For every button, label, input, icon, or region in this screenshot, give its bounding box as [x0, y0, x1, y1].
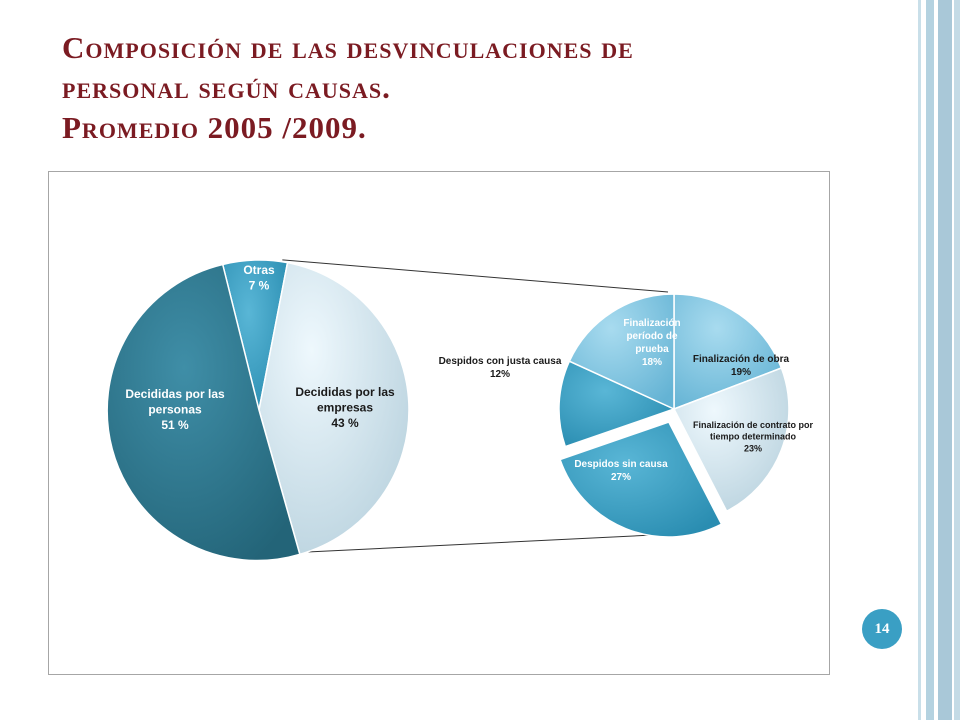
pie-of-pie-chart: Otras 7 % Decididas por las empresas 43 % Dec…: [106, 259, 814, 562]
pie-slice-despidos-sin-causa: [559, 421, 723, 538]
title-line-3: Promedio 2005 /2009.: [62, 110, 367, 145]
pie-slice-finalizacion-de-contrato-por-tiempo-determinado: [672, 367, 790, 513]
label-finalizacion-obra: Finalización de obra 19%: [693, 354, 790, 378]
title-line-1: Composición de las desvinculaciones de: [62, 30, 634, 65]
decorative-stripe: [918, 0, 921, 720]
pie-slice-despidos-con-justa-causa: [558, 360, 677, 448]
chart-area: Otras 7 % Decididas por las empresas 43 % Dec…: [48, 171, 830, 675]
title-line-2: personal según causas.: [62, 70, 391, 105]
page-number-badge: 14: [862, 609, 902, 649]
label-decididas-empresas: Decididas por las empresas 43 %: [295, 385, 395, 430]
decorative-stripe: [938, 0, 952, 720]
pie-slice-decididas-por-las-personas: [106, 263, 301, 562]
connector-line-top: [282, 259, 669, 293]
label-despidos-sin-causa: Despidos sin causa 27%: [574, 459, 668, 483]
label-finalizacion-prueba: Finalización período de prueba 18%: [623, 318, 680, 368]
decorative-stripe: [926, 0, 934, 720]
slide-title: Composición de las desvinculaciones de p…: [62, 28, 882, 148]
pie-slice-finalizacion-de-obra: [673, 293, 783, 411]
label-decididas-personas: Decididas por las personas 51 %: [125, 387, 225, 432]
decorative-stripe: [954, 0, 960, 720]
pie-slice-finalizacion-periodo-de-prueba: [568, 293, 675, 411]
connector-line-bottom: [307, 532, 695, 553]
label-otras: Otras 7 %: [243, 263, 275, 293]
label-finalizacion-contrato: Finalización de contrato por tiempo deter…: [693, 420, 814, 453]
label-despidos-justa-causa: Despidos con justa causa 12%: [439, 356, 562, 380]
pie-slice-decididas-por-las-empresas: [258, 261, 410, 556]
